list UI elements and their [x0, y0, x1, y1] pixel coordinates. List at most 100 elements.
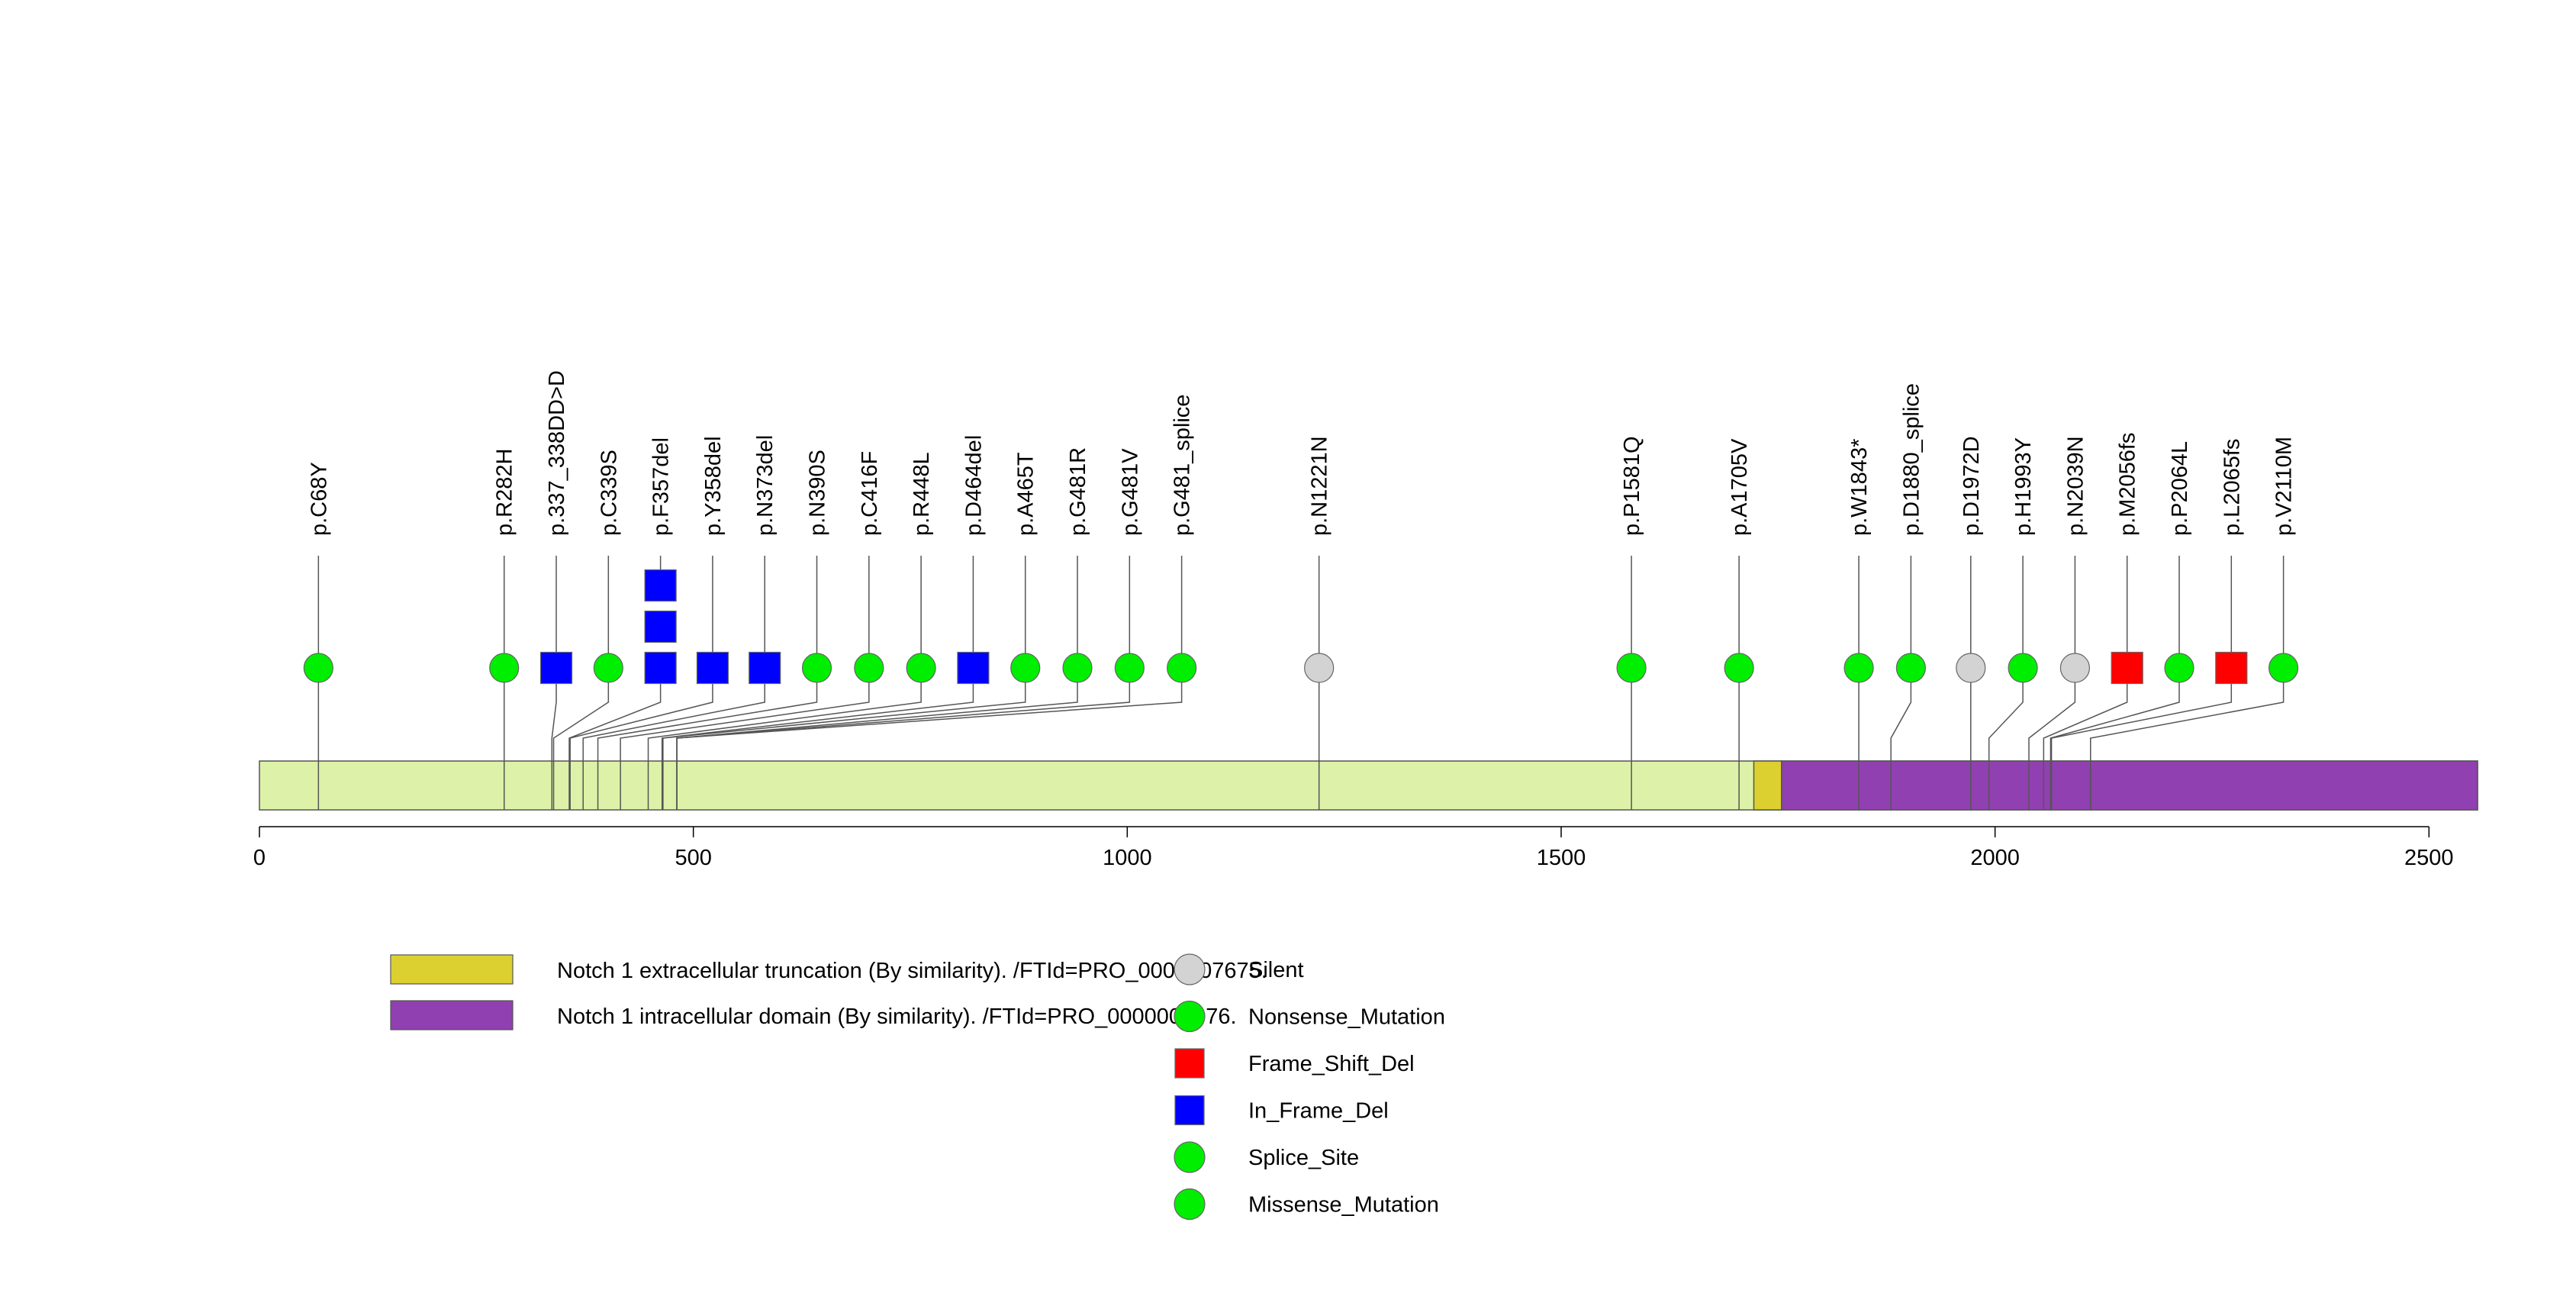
mutation-circle-marker	[2268, 653, 2299, 683]
connector-line	[568, 668, 662, 761]
mutation-label: p.P2064L	[2168, 441, 2192, 536]
mutation-circle-marker	[1062, 653, 1093, 683]
protein-backbone-group	[259, 760, 2478, 811]
mutation-label: p.Y358del	[701, 436, 726, 536]
mutation-label: p.D464del	[961, 435, 986, 536]
mutation-circle-marker	[1956, 653, 1986, 683]
lollipop-stems	[317, 556, 2285, 668]
mutation-square-marker	[2111, 651, 2143, 685]
x-tick-label: 1500	[1537, 846, 1586, 870]
mutation-label: p.A465T	[1014, 452, 1038, 536]
protein-domain	[1781, 760, 2478, 811]
mutation-label: p.H1993Y	[2011, 437, 2036, 536]
mutation-square-marker	[749, 651, 781, 685]
mutation-label: p.W1843*	[1847, 439, 1872, 536]
mutation-circle-marker	[1724, 653, 1754, 683]
mutation-label: p.F357del	[649, 437, 674, 536]
mutation-label: p.G481R	[1066, 447, 1090, 536]
legend-type-label: Splice_Site	[1248, 1146, 1359, 1170]
x-tick-label: 2000	[1970, 846, 2020, 870]
connector-line	[582, 668, 765, 761]
legend-type-square	[1174, 1048, 1205, 1079]
mutation-circle-marker	[303, 653, 333, 683]
mutation-circle-marker	[593, 653, 623, 683]
mutation-label: p.N373del	[753, 435, 778, 536]
legend-domain-label: Notch 1 extracellular truncation (By sim…	[557, 959, 1267, 983]
mutation-square-marker	[957, 651, 990, 685]
protein-domain	[1753, 760, 1782, 811]
mutation-label: p.C416F	[858, 451, 882, 536]
connector-line	[676, 668, 1183, 761]
legend-domain-swatch	[390, 954, 514, 985]
connector-line	[1890, 668, 1912, 761]
connector-line	[2050, 668, 2180, 761]
mutation-label: p.C339S	[597, 450, 621, 536]
legend-type-label: Nonsense_Mutation	[1248, 1005, 1445, 1030]
connector-line	[552, 668, 610, 761]
legend-type-label: Missense_Mutation	[1248, 1193, 1439, 1217]
mutation-circle-marker	[1895, 653, 1926, 683]
mutation-circle-marker	[1843, 653, 1874, 683]
mutation-circle-marker	[1167, 653, 1197, 683]
mutation-circle-marker	[906, 653, 936, 683]
mutation-square-marker	[696, 651, 729, 685]
legend-type-label: Silent	[1248, 958, 1304, 982]
connector-line	[2050, 668, 2233, 761]
mutation-circle-marker	[489, 653, 520, 683]
connector-line	[597, 668, 818, 761]
connector-line	[2090, 668, 2285, 761]
connector-line	[661, 668, 974, 761]
mutation-label: p.R448L	[910, 452, 934, 536]
connector-line	[2043, 668, 2128, 761]
mutation-label: p.P1581Q	[1620, 436, 1644, 536]
mutation-circle-marker	[2164, 653, 2194, 683]
legend-type-circle	[1174, 1188, 1206, 1221]
mutation-label: p.337_338DD>D	[545, 370, 569, 536]
connector-line	[620, 668, 870, 761]
connector-line	[2028, 668, 2076, 761]
mutation-circle-marker	[1616, 653, 1647, 683]
mutation-circle-marker	[854, 653, 884, 683]
mutation-label: p.R282H	[493, 449, 517, 536]
connector-line	[662, 668, 1026, 761]
mutation-label: p.C68Y	[307, 462, 331, 536]
mutation-label: p.D1880_splice	[1899, 383, 1924, 536]
legend-type-square	[1174, 1095, 1205, 1126]
mutation-label: p.N1221N	[1308, 436, 1332, 536]
connector-line	[551, 668, 557, 761]
connector-line	[647, 668, 922, 761]
x-tick-label: 1000	[1103, 846, 1152, 870]
mutation-markers	[303, 569, 2299, 685]
legend-type-label: Frame_Shift_Del	[1248, 1052, 1415, 1076]
legend-type-label: In_Frame_Del	[1248, 1099, 1389, 1124]
mutation-circle-marker	[801, 653, 832, 683]
connector-line	[1988, 668, 2024, 761]
legend: Notch 1 extracellular truncation (By sim…	[390, 953, 1445, 1221]
mutation-label: p.N2039N	[2063, 436, 2088, 536]
mutation-square-marker	[644, 610, 677, 643]
legend-domain-label: Notch 1 intracellular domain (By similar…	[557, 1005, 1237, 1029]
mutation-label: p.N390S	[806, 450, 830, 536]
x-tick-label: 500	[675, 846, 711, 870]
mutation-square-marker	[539, 651, 573, 685]
mutation-label: p.G481V	[1118, 448, 1142, 536]
legend-domain-swatch	[390, 1000, 514, 1030]
mutation-circle-marker	[1114, 653, 1145, 683]
mutation-circle-marker	[2059, 653, 2091, 683]
mutation-label: p.G481_splice	[1170, 395, 1195, 536]
x-tick-label: 0	[253, 846, 266, 870]
mutation-label: p.V2110M	[2272, 437, 2297, 536]
legend-type-circle	[1174, 1000, 1206, 1033]
x-tick-label: 2500	[2404, 846, 2454, 870]
mutation-label: p.L2065fs	[2220, 439, 2244, 536]
mutation-circle-marker	[1304, 653, 1335, 683]
mutation-square-marker	[644, 569, 677, 602]
mutation-square-marker	[644, 651, 677, 685]
connector-line	[569, 668, 713, 761]
mutation-circle-marker	[1010, 653, 1041, 683]
legend-type-circle	[1174, 1141, 1206, 1173]
mutation-circle-marker	[2008, 653, 2038, 683]
mutation-labels: p.C68Y p.R282H p.337_338DD>D p.C339S p.F357d…	[307, 370, 2296, 536]
mutation-label: p.M2056fs	[2116, 433, 2140, 536]
